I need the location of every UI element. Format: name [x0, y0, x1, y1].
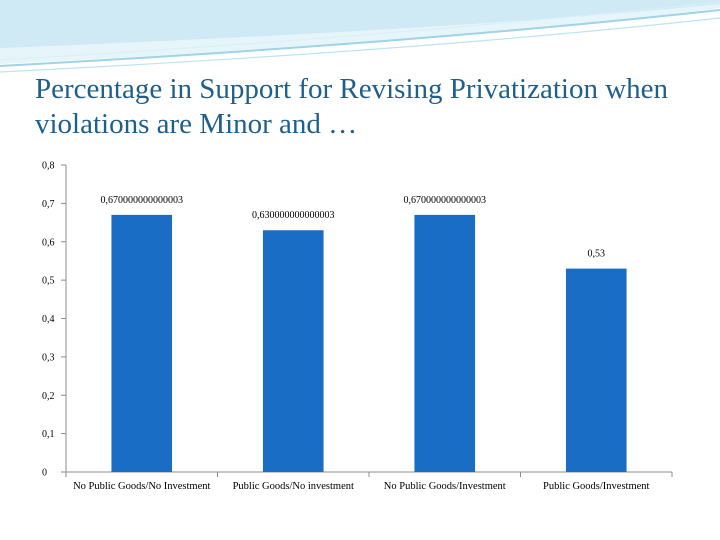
- data-label: 0,53: [588, 249, 606, 260]
- slide-title: Percentage in Support for Revising Priva…: [35, 73, 669, 140]
- category-labels: No Public Goods/No Investment Public Good…: [73, 481, 649, 492]
- bar: [565, 268, 627, 472]
- y-tick-label: 0,1: [42, 429, 55, 440]
- bar: [414, 214, 476, 472]
- y-tick-label: 0,6: [42, 237, 55, 248]
- y-tick-label: 0,2: [42, 391, 55, 402]
- data-label: 0,670000000000003: [404, 195, 487, 206]
- category-label: No Public Goods/Investment: [384, 481, 506, 492]
- y-tick-label: 0,5: [42, 276, 55, 287]
- bar: [111, 214, 173, 472]
- category-label: Public Goods/No investment: [233, 481, 354, 492]
- data-labels: 0,670000000000003 0,630000000000003 0,6700…: [101, 195, 606, 260]
- category-label: Public Goods/Investment: [543, 481, 650, 492]
- y-axis: 0 0,1 0,2 0,3 0,4 0,5 0,6 0,7 0,8: [42, 161, 67, 479]
- y-tick-label: 0,4: [42, 314, 55, 325]
- x-axis: [65, 471, 673, 477]
- y-tick-label: 0,7: [42, 199, 55, 210]
- y-tick-label: 0,8: [42, 161, 55, 172]
- category-label: No Public Goods/No Investment: [73, 481, 210, 492]
- y-tick-label: 0,3: [42, 352, 55, 363]
- data-label: 0,630000000000003: [252, 210, 335, 221]
- header-decoration: [0, 0, 720, 73]
- bar: [262, 230, 324, 472]
- data-label: 0,670000000000003: [101, 195, 184, 206]
- bars: [111, 214, 627, 472]
- y-tick-label: 0: [42, 468, 47, 479]
